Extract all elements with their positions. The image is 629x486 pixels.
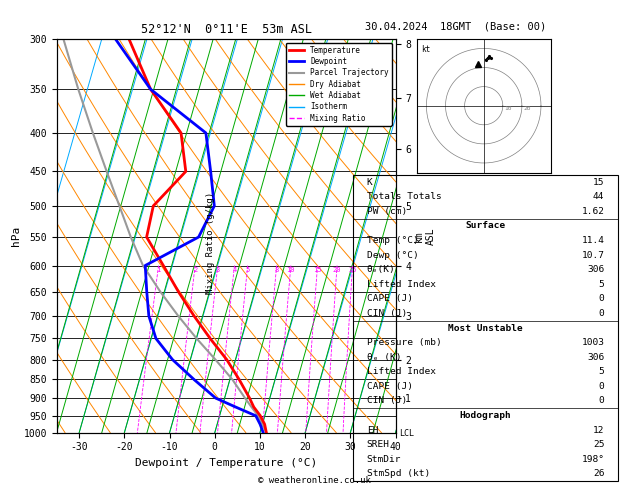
Text: 8: 8 — [274, 267, 279, 273]
Text: 26: 26 — [593, 469, 604, 478]
Text: 44: 44 — [593, 192, 604, 201]
Text: Pressure (mb): Pressure (mb) — [367, 338, 442, 347]
Text: 20: 20 — [333, 267, 342, 273]
Text: Totals Totals: Totals Totals — [367, 192, 442, 201]
Text: 0: 0 — [599, 397, 604, 405]
Text: 1: 1 — [157, 267, 160, 273]
Text: 0: 0 — [599, 382, 604, 391]
Text: CIN (J): CIN (J) — [367, 397, 407, 405]
Text: 1003: 1003 — [581, 338, 604, 347]
Text: CAPE (J): CAPE (J) — [367, 295, 413, 303]
Text: StmDir: StmDir — [367, 455, 401, 464]
Text: Surface: Surface — [465, 222, 506, 230]
Text: 25: 25 — [348, 267, 357, 273]
Text: 12: 12 — [593, 426, 604, 434]
Text: 15: 15 — [593, 178, 604, 187]
Text: 10.7: 10.7 — [581, 251, 604, 260]
Text: K: K — [367, 178, 372, 187]
Text: LCL: LCL — [399, 429, 415, 438]
Text: 30.04.2024  18GMT  (Base: 00): 30.04.2024 18GMT (Base: 00) — [365, 22, 547, 32]
Text: 20: 20 — [524, 105, 532, 110]
Text: EH: EH — [367, 426, 378, 434]
Text: © weatheronline.co.uk: © weatheronline.co.uk — [258, 476, 371, 485]
Text: Hodograph: Hodograph — [460, 411, 511, 420]
Text: 0: 0 — [599, 295, 604, 303]
Text: 10: 10 — [287, 267, 295, 273]
Text: kt: kt — [421, 45, 430, 53]
Text: CIN (J): CIN (J) — [367, 309, 407, 318]
Y-axis label: hPa: hPa — [11, 226, 21, 246]
Text: Mixing Ratio (g/kg): Mixing Ratio (g/kg) — [206, 192, 215, 294]
Text: 306: 306 — [587, 265, 604, 274]
Legend: Temperature, Dewpoint, Parcel Trajectory, Dry Adiabat, Wet Adiabat, Isotherm, Mi: Temperature, Dewpoint, Parcel Trajectory… — [286, 43, 392, 125]
Text: θₑ (K): θₑ (K) — [367, 353, 401, 362]
Y-axis label: km
ASL: km ASL — [414, 227, 435, 244]
Text: 1.62: 1.62 — [581, 207, 604, 216]
Text: 25: 25 — [593, 440, 604, 449]
Text: PW (cm): PW (cm) — [367, 207, 407, 216]
Text: 15: 15 — [313, 267, 322, 273]
Text: CAPE (J): CAPE (J) — [367, 382, 413, 391]
Text: 198°: 198° — [581, 455, 604, 464]
Text: 5: 5 — [245, 267, 250, 273]
Text: 306: 306 — [587, 353, 604, 362]
Text: Dewp (°C): Dewp (°C) — [367, 251, 418, 260]
Text: 3: 3 — [216, 267, 220, 273]
Text: 4: 4 — [232, 267, 237, 273]
Text: Most Unstable: Most Unstable — [448, 324, 523, 332]
Title: 52°12'N  0°11'E  53m ASL: 52°12'N 0°11'E 53m ASL — [141, 23, 311, 36]
Text: Temp (°C): Temp (°C) — [367, 236, 418, 245]
Text: StmSpd (kt): StmSpd (kt) — [367, 469, 430, 478]
Text: θₑ(K): θₑ(K) — [367, 265, 396, 274]
Text: 2: 2 — [193, 267, 198, 273]
Text: 5: 5 — [599, 280, 604, 289]
Text: 11.4: 11.4 — [581, 236, 604, 245]
Text: 5: 5 — [599, 367, 604, 376]
X-axis label: Dewpoint / Temperature (°C): Dewpoint / Temperature (°C) — [135, 458, 317, 468]
Text: Lifted Index: Lifted Index — [367, 280, 436, 289]
Text: 0: 0 — [599, 309, 604, 318]
Text: SREH: SREH — [367, 440, 390, 449]
Text: 10: 10 — [504, 105, 512, 110]
Text: Lifted Index: Lifted Index — [367, 367, 436, 376]
